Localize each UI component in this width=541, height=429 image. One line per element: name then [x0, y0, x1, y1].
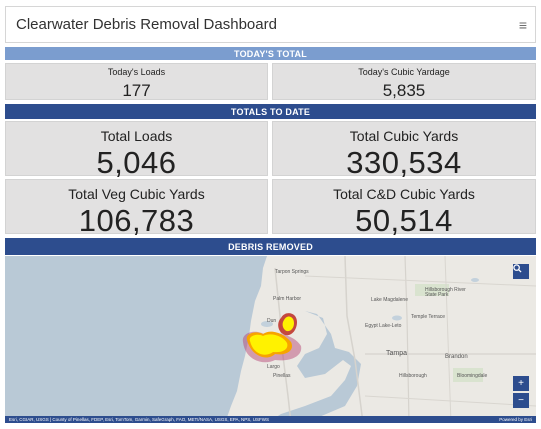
dashboard-title: Clearwater Debris Removal Dashboard — [16, 16, 277, 33]
zoom-in-button[interactable]: + — [513, 376, 529, 391]
totals-to-date-heading: TOTALS TO DATE — [5, 104, 536, 119]
total-cd-value: 50,514 — [355, 203, 453, 238]
dashboard-header: Clearwater Debris Removal Dashboard ≡ — [5, 6, 536, 43]
todays-yardage-label: Today's Cubic Yardage — [358, 67, 450, 77]
total-cubic-yards-tile: Total Cubic Yards 330,534 — [272, 121, 536, 180]
map-label-bloomingdale: Bloomingdale — [457, 373, 488, 379]
search-icon — [513, 264, 522, 273]
debris-removed-heading: DEBRIS REMOVED — [5, 238, 536, 255]
powered-by-esri[interactable]: Powered by Esri — [499, 417, 532, 422]
map-search-button[interactable] — [513, 264, 529, 279]
map-label-lake-magdalene: Lake Magdalene — [371, 297, 408, 303]
map-label-dunedin: Dun — [267, 318, 277, 324]
total-veg-label: Total Veg Cubic Yards — [68, 186, 205, 202]
map-label-temple-terrace: Temple Terrace — [411, 314, 446, 320]
map-label-hillsborough-park: Hillsborough River State Park — [425, 287, 466, 298]
hamburger-icon[interactable]: ≡ — [518, 16, 527, 33]
total-loads-value: 5,046 — [96, 145, 177, 180]
todays-total-heading: TODAY'S TOTAL — [5, 47, 536, 60]
todays-loads-value: 177 — [122, 81, 151, 100]
map-label-tampa: Tampa — [386, 350, 408, 357]
map-label-largo: Largo — [267, 364, 280, 370]
map-attribution: Esri, CGIAR, USGS | County of Pinellas, … — [9, 417, 269, 422]
map-label-egypt-lake: Egypt Lake-Leto — [365, 323, 402, 329]
map-label-brandon: Brandon — [445, 354, 468, 360]
total-cd-label: Total C&D Cubic Yards — [333, 186, 475, 202]
total-veg-value: 106,783 — [78, 203, 195, 238]
map-label-palm-harbor: Palm Harbor — [273, 296, 302, 302]
todays-yardage-tile: Today's Cubic Yardage 5,835 — [272, 63, 536, 100]
todays-yardage-value: 5,835 — [382, 81, 426, 100]
map-attribution-bar: Esri, CGIAR, USGS | County of Pinellas, … — [5, 416, 536, 423]
debris-map[interactable]: Tarpon Springs Palm Harbor Lake Magdalen… — [5, 256, 536, 423]
total-veg-tile: Total Veg Cubic Yards 106,783 — [5, 179, 268, 238]
zoom-out-button[interactable]: − — [513, 393, 529, 408]
map-label-tarpon: Tarpon Springs — [275, 269, 309, 275]
map-label-pinellas: Pinellas — [273, 373, 291, 379]
todays-loads-tile: Today's Loads 177 — [5, 63, 268, 100]
total-loads-label: Total Loads — [100, 128, 173, 144]
map-label-hillsborough: Hillsborough — [399, 373, 427, 379]
total-cubic-yards-value: 330,534 — [346, 145, 462, 180]
total-cd-tile: Total C&D Cubic Yards 50,514 — [272, 179, 536, 238]
map-basemap — [5, 256, 536, 423]
total-cubic-yards-label: Total Cubic Yards — [349, 128, 459, 144]
total-loads-tile: Total Loads 5,046 — [5, 121, 268, 180]
todays-loads-label: Today's Loads — [107, 67, 166, 77]
debris-heatmap — [242, 313, 302, 363]
